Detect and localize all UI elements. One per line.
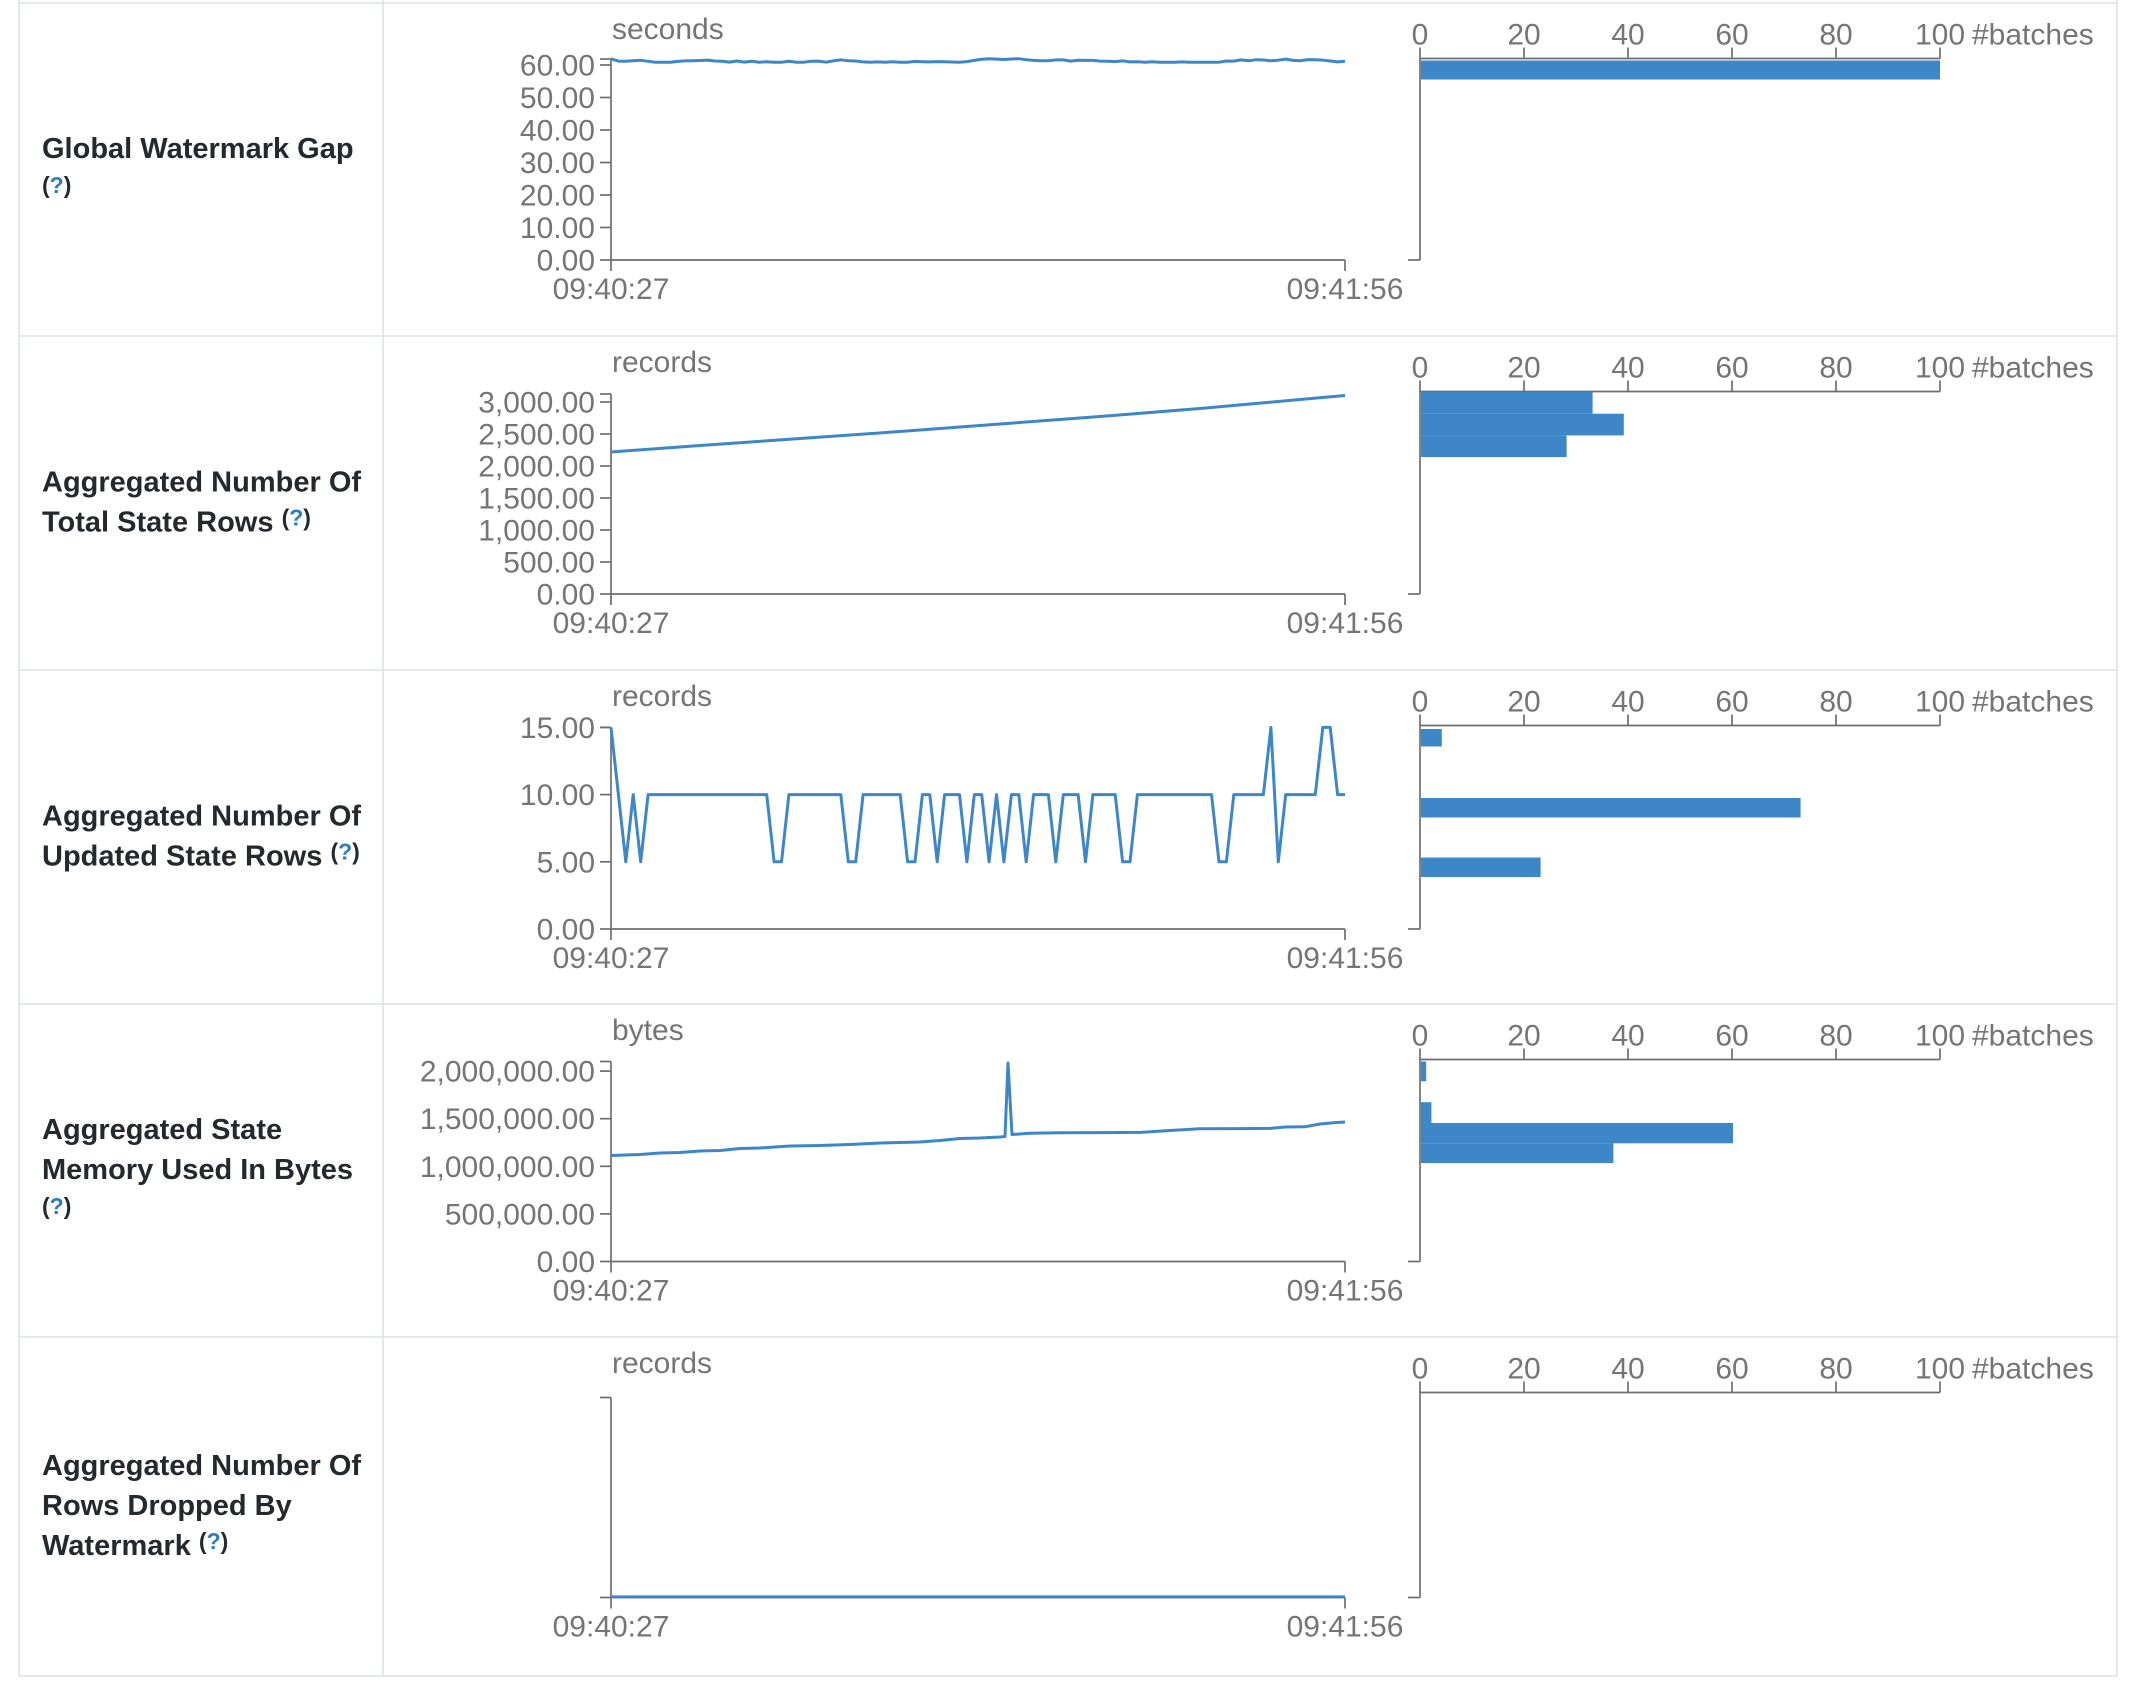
svg-text:0.00: 0.00 bbox=[537, 914, 595, 947]
svg-text:80: 80 bbox=[1819, 686, 1852, 719]
svg-text:records: records bbox=[612, 1347, 712, 1380]
svg-text:40: 40 bbox=[1611, 352, 1644, 385]
svg-text:Global Watermark Gap: Global Watermark Gap bbox=[42, 133, 354, 165]
svg-text:10.00: 10.00 bbox=[520, 212, 595, 245]
svg-text:09:40:27: 09:40:27 bbox=[553, 1611, 670, 1644]
svg-text:5.00: 5.00 bbox=[537, 846, 595, 879]
svg-text:40: 40 bbox=[1611, 1020, 1644, 1053]
svg-text:2,000,000.00: 2,000,000.00 bbox=[420, 1056, 595, 1089]
svg-text:40: 40 bbox=[1611, 686, 1644, 719]
svg-text:80: 80 bbox=[1819, 1353, 1852, 1386]
svg-text:100: 100 bbox=[1915, 686, 1965, 719]
svg-text:100: 100 bbox=[1915, 1353, 1965, 1386]
svg-text:20: 20 bbox=[1507, 352, 1540, 385]
svg-text:15.00: 15.00 bbox=[520, 712, 595, 745]
svg-text:60.00: 60.00 bbox=[520, 50, 595, 83]
svg-text:0.00: 0.00 bbox=[537, 245, 595, 278]
svg-text:Memory Used In Bytes: Memory Used In Bytes bbox=[42, 1154, 353, 1186]
svg-text:records: records bbox=[612, 680, 712, 713]
svg-text:1,000,000.00: 1,000,000.00 bbox=[420, 1151, 595, 1184]
svg-text:(?): (?) bbox=[42, 172, 71, 198]
svg-text:09:41:56: 09:41:56 bbox=[1287, 1611, 1404, 1644]
svg-text:#batches: #batches bbox=[1972, 1020, 2094, 1053]
svg-text:Aggregated Number Of: Aggregated Number Of bbox=[42, 801, 361, 833]
svg-text:40: 40 bbox=[1611, 1353, 1644, 1386]
svg-text:20: 20 bbox=[1507, 1353, 1540, 1386]
svg-text:09:40:27: 09:40:27 bbox=[553, 1275, 670, 1308]
svg-text:20: 20 bbox=[1507, 1020, 1540, 1053]
svg-text:80: 80 bbox=[1819, 1020, 1852, 1053]
svg-text:20: 20 bbox=[1507, 686, 1540, 719]
svg-text:#batches: #batches bbox=[1972, 19, 2094, 52]
svg-text:2,500.00: 2,500.00 bbox=[478, 419, 595, 452]
svg-text:09:40:27: 09:40:27 bbox=[553, 607, 670, 640]
svg-text:1,500,000.00: 1,500,000.00 bbox=[420, 1103, 595, 1136]
svg-text:2,000.00: 2,000.00 bbox=[478, 451, 595, 484]
svg-text:60: 60 bbox=[1715, 352, 1748, 385]
svg-text:60: 60 bbox=[1715, 19, 1748, 52]
svg-text:3,000.00: 3,000.00 bbox=[478, 387, 595, 420]
svg-text:60: 60 bbox=[1715, 1020, 1748, 1053]
svg-text:500.00: 500.00 bbox=[503, 547, 595, 580]
svg-text:0: 0 bbox=[1412, 19, 1429, 52]
svg-text:Updated State Rows (?): Updated State Rows (?) bbox=[42, 839, 360, 873]
svg-text:60: 60 bbox=[1715, 686, 1748, 719]
svg-text:Aggregated Number Of: Aggregated Number Of bbox=[42, 467, 361, 499]
svg-text:30.00: 30.00 bbox=[520, 147, 595, 180]
svg-text:(?): (?) bbox=[42, 1193, 71, 1219]
svg-text:0: 0 bbox=[1412, 686, 1429, 719]
svg-text:0: 0 bbox=[1412, 1353, 1429, 1386]
svg-text:bytes: bytes bbox=[612, 1014, 684, 1047]
svg-text:500,000.00: 500,000.00 bbox=[445, 1198, 595, 1231]
svg-text:09:41:56: 09:41:56 bbox=[1287, 273, 1404, 306]
svg-text:20: 20 bbox=[1507, 19, 1540, 52]
svg-text:0.00: 0.00 bbox=[537, 1246, 595, 1279]
svg-text:100: 100 bbox=[1915, 1020, 1965, 1053]
svg-text:09:40:27: 09:40:27 bbox=[553, 942, 670, 975]
svg-text:seconds: seconds bbox=[612, 13, 724, 46]
svg-text:100: 100 bbox=[1915, 352, 1965, 385]
svg-text:09:41:56: 09:41:56 bbox=[1287, 607, 1404, 640]
svg-text:10.00: 10.00 bbox=[520, 779, 595, 812]
svg-text:09:41:56: 09:41:56 bbox=[1287, 1275, 1404, 1308]
svg-text:100: 100 bbox=[1915, 19, 1965, 52]
svg-text:Aggregated State: Aggregated State bbox=[42, 1114, 282, 1146]
svg-text:1,000.00: 1,000.00 bbox=[478, 515, 595, 548]
svg-text:records: records bbox=[612, 346, 712, 379]
svg-text:#batches: #batches bbox=[1972, 1353, 2094, 1386]
svg-text:#batches: #batches bbox=[1972, 686, 2094, 719]
svg-text:0.00: 0.00 bbox=[537, 579, 595, 612]
svg-text:50.00: 50.00 bbox=[520, 82, 595, 115]
svg-text:Watermark (?): Watermark (?) bbox=[42, 1528, 228, 1562]
svg-text:40.00: 40.00 bbox=[520, 115, 595, 148]
svg-text:0: 0 bbox=[1412, 352, 1429, 385]
svg-text:0: 0 bbox=[1412, 1020, 1429, 1053]
svg-text:09:40:27: 09:40:27 bbox=[553, 273, 670, 306]
svg-text:20.00: 20.00 bbox=[520, 180, 595, 213]
svg-text:09:41:56: 09:41:56 bbox=[1287, 942, 1404, 975]
svg-text:40: 40 bbox=[1611, 19, 1644, 52]
svg-text:80: 80 bbox=[1819, 19, 1852, 52]
svg-text:Total State Rows (?): Total State Rows (?) bbox=[42, 505, 311, 539]
svg-text:Aggregated Number Of: Aggregated Number Of bbox=[42, 1450, 361, 1482]
svg-text:80: 80 bbox=[1819, 352, 1852, 385]
svg-text:1,500.00: 1,500.00 bbox=[478, 483, 595, 516]
svg-text:60: 60 bbox=[1715, 1353, 1748, 1386]
svg-text:#batches: #batches bbox=[1972, 352, 2094, 385]
svg-text:Rows Dropped By: Rows Dropped By bbox=[42, 1490, 292, 1522]
